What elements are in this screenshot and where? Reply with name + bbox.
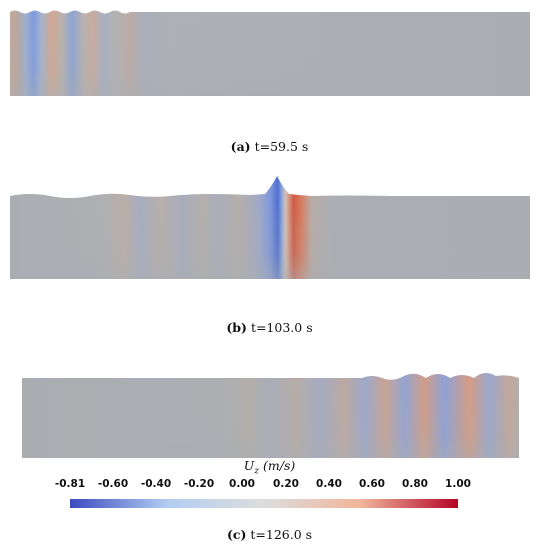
colorbar-tick: 0.80: [402, 478, 428, 490]
panel-c-field: [22, 366, 519, 460]
colorbar-title: Uz (m/s): [0, 458, 539, 477]
panel-a-field: [10, 6, 530, 98]
caption-a: (a) t=59.5 s: [0, 139, 539, 154]
colorbar-tick: 0.20: [273, 478, 299, 490]
colorbar-ticks: -0.81 -0.60 -0.40 -0.20 0.00 0.20 0.40 0…: [0, 478, 539, 494]
colorbar: [70, 499, 458, 508]
panel-b-field: [10, 172, 530, 282]
caption-c-time: t=126.0 s: [250, 527, 313, 542]
caption-b-label: (b): [226, 320, 247, 335]
colorbar-tick: -0.20: [183, 478, 215, 490]
caption-b: (b) t=103.0 s: [0, 320, 539, 335]
colorbar-tick: 0.00: [229, 478, 255, 490]
caption-c: (c) t=126.0 s: [0, 527, 539, 542]
colorbar-title-symbol: U: [243, 458, 255, 473]
colorbar-tick: -0.81: [54, 478, 86, 490]
colorbar-tick: 0.60: [359, 478, 385, 490]
colorbar-tick: -0.60: [97, 478, 129, 490]
caption-a-time: t=59.5 s: [254, 139, 309, 154]
colorbar-tick: 0.40: [316, 478, 342, 490]
caption-b-time: t=103.0 s: [250, 320, 313, 335]
colorbar-tick: -0.40: [140, 478, 172, 490]
caption-a-label: (a): [230, 139, 251, 154]
colorbar-title-unit: (m/s): [259, 458, 296, 473]
colorbar-title-subscript: z: [254, 466, 260, 477]
caption-c-label: (c): [226, 527, 247, 542]
colorbar-tick: 1.00: [445, 478, 471, 490]
